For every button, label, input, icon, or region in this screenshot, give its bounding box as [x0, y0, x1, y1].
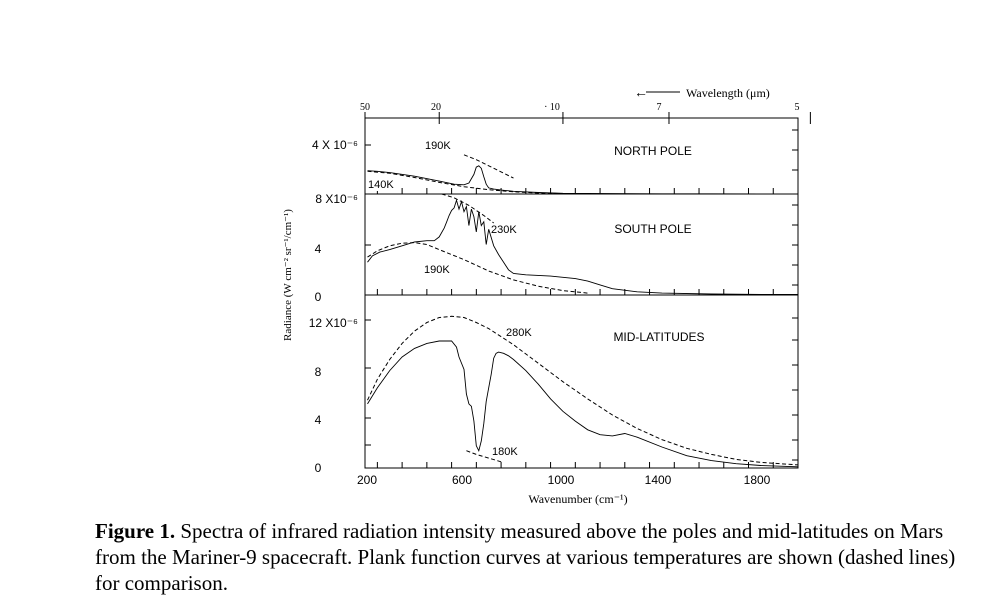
y-tick-label: 4: [315, 413, 322, 427]
series-line-north-pole-planck-190k: [463, 154, 514, 179]
top-tick-label: 50: [360, 102, 370, 113]
top-tick-label: 5: [795, 102, 800, 113]
x-axis-label: Wavenumber (cm⁻¹): [528, 492, 627, 506]
top-axis-label: Wavelength (μm): [686, 86, 770, 100]
series-line-mid-latitudes-planck-280k: [367, 315, 799, 466]
tick-marks: [364, 112, 811, 468]
panel-title-south-pole: SOUTH POLE: [614, 222, 691, 236]
x-tick-label: 1800: [744, 473, 771, 487]
series-line-south-pole-measured: [367, 198, 799, 295]
series-line-mid-latitudes-planck-180k: [466, 450, 502, 463]
figure-caption: Figure 1. Spectra of infrared radiation …: [95, 518, 975, 596]
y-tick-label: 4: [315, 242, 322, 256]
panel-title-north-pole: NORTH POLE: [614, 144, 692, 158]
y-tick-label: 4 X 10⁻⁶: [312, 138, 358, 152]
plot-frame: [364, 117, 799, 469]
series-line-mid-latitudes-measured: [367, 340, 799, 468]
annotation-180k-mid: 180K: [492, 446, 518, 458]
annotation-230k-south: 230K: [491, 224, 517, 236]
x-tick-label: 1000: [548, 473, 575, 487]
y-tick-label: 0: [315, 461, 322, 475]
caption-text: Spectra of infrared radiation intensity …: [95, 519, 956, 595]
panel-title-mid-latitudes: MID-LATITUDES: [613, 330, 704, 344]
annotation-190k-south: 190K: [424, 264, 450, 276]
y-axis-label: Radiance (W cm⁻² sr⁻¹/cm⁻¹): [282, 209, 294, 341]
y-tick-label: 0: [315, 290, 322, 304]
top-tick-label: 7: [657, 102, 662, 113]
y-tick-label: 8: [315, 365, 322, 379]
x-tick-label: 200: [357, 473, 377, 487]
series-line-south-pole-planck-230k: [441, 193, 495, 224]
top-tick-label: · 10: [544, 102, 560, 113]
x-tick-label: 600: [452, 473, 472, 487]
annotation-190k-north: 190K: [425, 140, 451, 152]
series-line-north-pole-planck-140k: [367, 170, 563, 195]
wavelength-arrow-icon: ←: [634, 84, 648, 100]
x-tick-label: 1400: [645, 473, 672, 487]
spectra-curves: [367, 154, 799, 468]
top-tick-label: 20: [431, 102, 441, 113]
annotation-280k-mid: 280K: [506, 327, 532, 339]
annotation-box: [366, 177, 398, 191]
caption-label: Figure 1.: [95, 519, 176, 543]
y-tick-label: 8 X10⁻⁶: [315, 192, 358, 206]
y-tick-label: 12 X10⁻⁶: [309, 316, 358, 330]
series-line-north-pole-measured: [367, 165, 798, 195]
series-line-south-pole-planck-190k: [367, 242, 588, 294]
annotation-140k-north: 140K: [368, 179, 394, 191]
